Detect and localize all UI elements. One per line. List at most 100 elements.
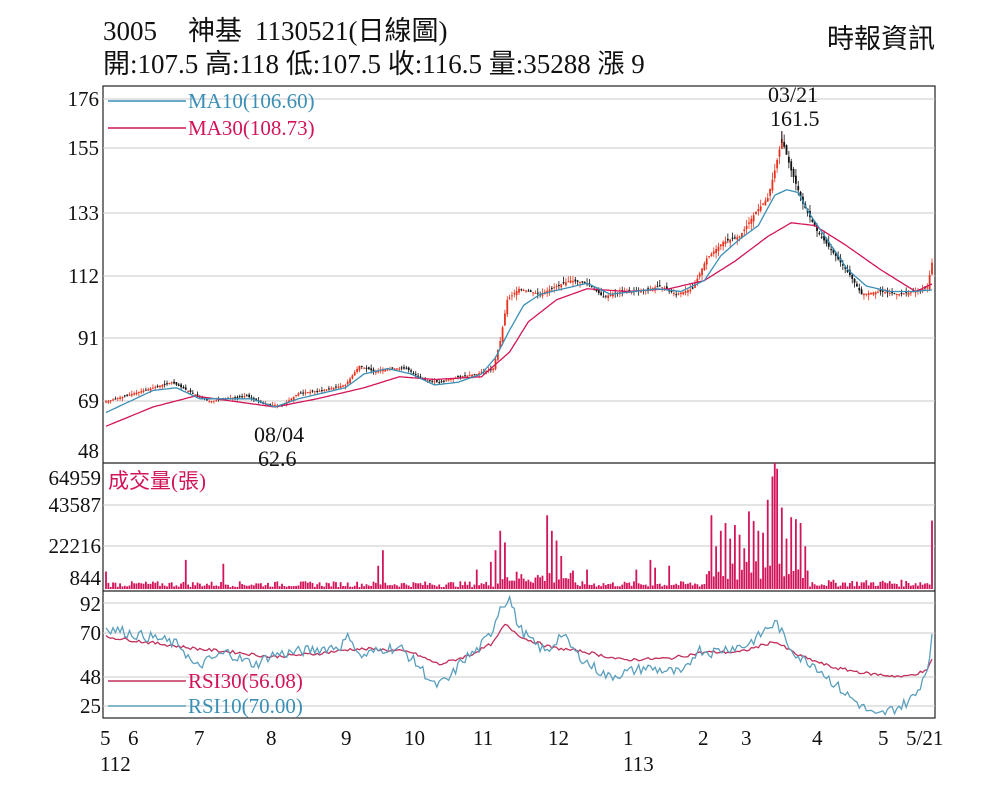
volume-bar [304,581,307,589]
candle-body [574,279,577,282]
candle-body [550,287,553,289]
volume-bar [161,583,164,589]
volume-bar [745,561,748,589]
volume-bar [621,584,624,589]
candle-body [245,395,248,397]
volume-bar [680,581,682,589]
volume-bar [180,583,182,589]
candle-body [682,291,685,295]
candle-body [168,382,171,384]
volume-bar [358,587,361,589]
volume-bar [905,581,908,589]
price-tick-48: 48 [78,439,99,463]
volume-bar [863,582,865,589]
candle-body [187,390,190,392]
volume-bar [820,584,823,589]
volume-bar [675,583,678,589]
volume-bar [473,584,476,589]
candle-body [386,369,389,371]
candle-body [407,367,410,371]
volume-bars [105,463,933,589]
volume-bar [133,583,136,589]
volume-bar [870,582,872,589]
volume-bar [203,585,206,589]
volume-title: 成交量(張) [108,469,206,493]
volume-bar [234,586,236,589]
volume-bar [619,586,621,589]
volume-bar [555,540,558,589]
volume-bar [459,581,462,589]
volume-bar [569,572,572,589]
title-stock-code: 3005 [103,16,157,46]
candle-body [609,294,612,296]
candle-body [900,293,903,295]
volume-bar [159,585,161,589]
volume-bar [898,586,901,589]
volume-bar [738,534,741,589]
volume-bar [511,580,513,589]
volume-bar [290,586,293,589]
candle-body [133,393,136,395]
volume-bar [851,581,854,589]
candle-body [173,381,175,384]
candle-body [752,215,755,222]
volume-bar [128,585,131,589]
volume-bar [365,584,368,589]
candle-body [196,394,199,396]
volume-bar [299,581,302,589]
volume-bar [658,583,661,589]
volume-bar [351,586,354,589]
candle-body [403,367,405,369]
candle-body [560,284,563,288]
volume-bar [313,586,316,589]
candle-body [909,292,912,294]
candle-body [830,249,832,251]
candle-body [398,368,401,370]
candle-body [520,289,523,291]
volume-bar [468,581,471,589]
candle-body [860,289,863,295]
month-label-4: 4 [812,726,823,750]
candle-body [548,289,551,293]
volume-bar [391,585,394,589]
candle-body [895,293,898,295]
candle-body [755,211,757,215]
candle-body [719,244,722,247]
volume-bar [114,582,117,589]
candle-body [870,292,872,295]
volume-bar [809,586,811,589]
volume-bar [635,569,638,589]
candle-body [320,390,323,392]
candle-body [928,275,931,290]
volume-bar [363,586,366,589]
volume-bar [595,586,598,589]
volume-bar [783,576,786,589]
volume-bar [525,581,527,589]
candle-body [499,341,502,349]
candle-body [893,293,896,295]
low-value-annotation: 62.6 [258,446,297,471]
month-label-6: 6 [128,726,139,750]
volume-bar [759,578,762,589]
volume-bar [464,581,466,589]
volume-bar [407,585,410,589]
volume-bar [647,586,649,589]
candle-body [342,385,344,387]
volume-bar [396,585,398,589]
volume-bar [372,581,375,589]
candle-body [182,386,185,389]
candle-body [738,236,741,238]
volume-bar [184,559,187,589]
volume-bar [574,582,577,589]
volume-bar [616,586,619,589]
volume-bar [654,567,657,589]
candle-body [687,290,689,293]
volume-bar [919,582,922,589]
candle-body [816,224,818,231]
volume-bar [156,581,159,589]
candle-body [705,258,708,265]
volume-bar [858,585,861,589]
volume-bar [267,582,269,589]
rsi-tick-92: 92 [80,592,101,616]
volume-bar [426,584,429,589]
